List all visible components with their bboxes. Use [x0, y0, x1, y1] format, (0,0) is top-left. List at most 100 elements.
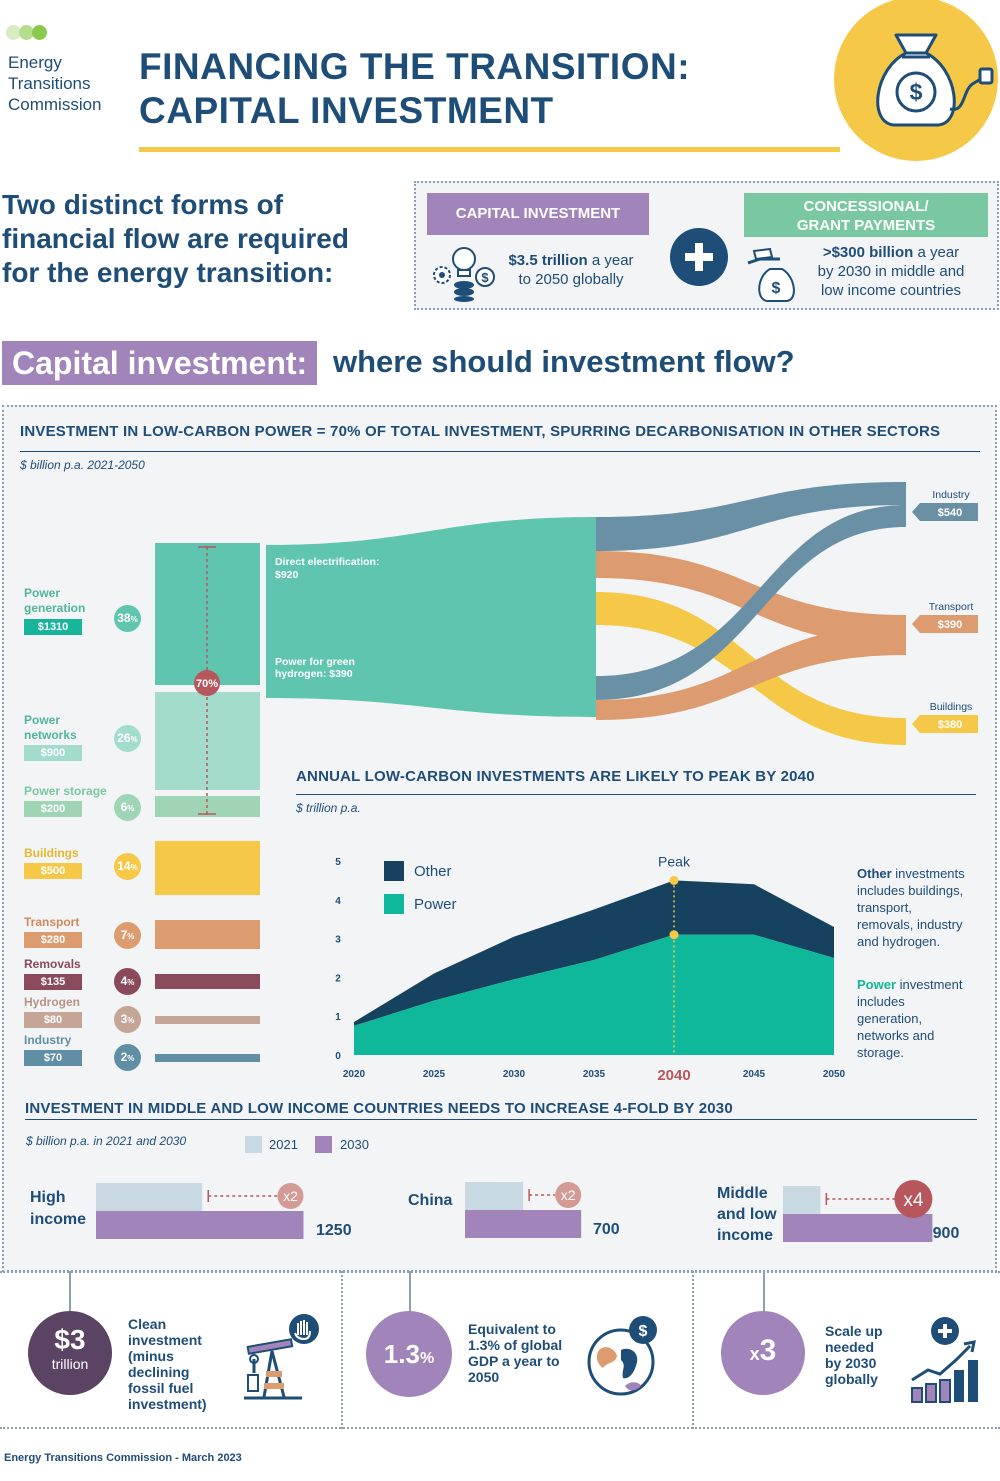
peak-label: Peak [658, 853, 691, 869]
globe-dollar-icon: $ [585, 1316, 665, 1401]
power-note: Power investment includes generation, ne… [857, 977, 963, 1060]
multiplier-badge [894, 1180, 933, 1218]
x-tick-label: 2025 [423, 1069, 446, 1080]
x-tick-label: 2020 [343, 1069, 366, 1080]
value-label: 900 [933, 1225, 960, 1242]
flow-main [266, 517, 596, 717]
concessional-pill: CONCESSIONAL/ GRANT PAYMENTS [744, 193, 988, 237]
svg-text:$: $ [639, 1323, 648, 1340]
bar-2030 [465, 1210, 582, 1238]
source-share-transport: 7% [114, 922, 141, 949]
flow-label-direct: Direct electrification: [275, 556, 379, 568]
y-tick-label: 5 [335, 857, 341, 868]
flow-industry-bottom [596, 505, 906, 700]
target-industry-pill [912, 503, 978, 521]
source-value-transport: $280 [24, 932, 82, 948]
bar-2030 [783, 1214, 933, 1242]
flows-box: CAPITAL INVESTMENT $ $3.5 trillion a yea… [414, 181, 999, 310]
connector-1 [69, 1271, 71, 1313]
source-label-industry: Industry [24, 1033, 72, 1047]
target-buildings-pill [912, 715, 978, 733]
bottom-divider-1 [341, 1271, 343, 1429]
value-label: 700 [593, 1221, 620, 1238]
footer-credit: Energy Transitions Commission - March 20… [4, 1452, 242, 1464]
legend-2021-swatch [245, 1136, 262, 1153]
logo-dots [6, 25, 47, 45]
stat-text-trillion: Clean investment (minus declining fossil fu… [128, 1316, 207, 1412]
peak-dot-power [669, 930, 679, 940]
target-buildings-value: $380 [938, 719, 962, 731]
money-bag-icon: $ [834, 0, 999, 162]
target-buildings-name: Buildings [930, 701, 973, 713]
capital-investment-pill: CAPITAL INVESTMENT [427, 193, 649, 235]
x-tick-label: 2050 [823, 1069, 846, 1080]
bar-removals [155, 974, 260, 989]
svg-text:$: $ [772, 280, 781, 297]
seventy-percent-badge [194, 670, 220, 696]
bars-title-rule [25, 1119, 977, 1120]
target-industry-value: $540 [938, 507, 962, 519]
stat-circle-scale: x3 [721, 1311, 805, 1395]
flow-label-hydrogen: Power for green [275, 656, 355, 668]
section-highlight: Capital investment: [2, 341, 318, 385]
multiplier-badge [555, 1182, 582, 1208]
target-transport-pill [912, 615, 978, 633]
target-transport-value: $390 [938, 619, 962, 631]
bar-2021 [465, 1182, 524, 1210]
source-value-power-generation: $1310 [24, 619, 82, 635]
seventy-percent-text: 70% [196, 678, 218, 690]
lightbulb-gears-icon: $ [430, 243, 496, 308]
group-label-high-income: High income [30, 1189, 87, 1228]
x-tick-label: 2035 [583, 1069, 606, 1080]
area-title-rule [296, 794, 976, 795]
svg-text:$: $ [910, 79, 923, 105]
plus-icon [669, 227, 729, 292]
y-tick-label: 0 [335, 1051, 341, 1062]
source-value-power-networks: $900 [24, 745, 82, 761]
legend-2030-label: 2030 [340, 1137, 369, 1152]
bar-industry [155, 1054, 260, 1062]
y-tick-label: 1 [335, 1012, 341, 1023]
source-value-buildings: $500 [24, 863, 82, 879]
bar-transport [155, 920, 260, 949]
connector-2 [409, 1271, 411, 1313]
sankey-chart: 70% Direct electrification: $920 Power f… [155, 482, 978, 1062]
group-label-china: China [408, 1192, 453, 1209]
legend-other-swatch [384, 861, 404, 881]
stat-circle-trillion: $3 trillion [28, 1311, 112, 1395]
oil-pump-icon [242, 1313, 324, 1408]
other-note: Other investments includes buildings, tr… [857, 866, 965, 949]
legend-2021-label: 2021 [269, 1137, 298, 1152]
source-label-removals: Removals [24, 957, 81, 971]
growth-chart-icon [908, 1316, 980, 1411]
y-tick-label: 2 [335, 973, 341, 984]
logo-text: Energy Transitions Commission [8, 53, 102, 114]
source-label-buildings: Buildings [24, 846, 79, 860]
source-share-power-generation: 38% [114, 605, 141, 632]
target-industry-name: Industry [932, 489, 970, 501]
page-title: FINANCING THE TRANSITION: CAPITAL INVEST… [139, 46, 691, 131]
money-hand-icon: $ [746, 247, 804, 308]
area-title: ANNUAL LOW-CARBON INVESTMENTS ARE LIKELY… [296, 768, 815, 785]
source-share-buildings: 14% [114, 853, 141, 880]
flow-industry-top [596, 482, 906, 551]
legend-other-label: Other [414, 863, 452, 880]
multiplier-label: x2 [283, 1188, 298, 1204]
source-share-removals: 4% [114, 968, 141, 995]
source-value-removals: $135 [24, 974, 82, 990]
multiplier-label: x4 [903, 1190, 924, 1211]
multiplier-badge [277, 1183, 304, 1209]
bars-unit: $ billion p.a. in 2021 and 2030 [26, 1134, 187, 1148]
source-share-power-storage: 6% [114, 794, 141, 821]
stat-circle-gdp: 1.3% [366, 1311, 452, 1397]
x-tick-label: 2030 [503, 1069, 526, 1080]
area-chart: 0 1 2 3 4 5 2020 2025 2030 2035 2040 2045 2050 Peak [335, 853, 846, 1084]
sankey-title: INVESTMENT IN LOW-CARBON POWER = 70% OF … [20, 423, 941, 440]
source-share-power-networks: 26% [114, 725, 141, 752]
source-label-hydrogen: Hydrogen [24, 995, 81, 1009]
sankey-title-rule [20, 451, 980, 452]
y-tick-label: 4 [335, 896, 341, 907]
flow-label-direct-value: $920 [275, 569, 299, 581]
source-value-power-storage: $200 [24, 801, 82, 817]
bars-title: INVESTMENT IN MIDDLE AND LOW INCOME COUN… [25, 1100, 733, 1117]
